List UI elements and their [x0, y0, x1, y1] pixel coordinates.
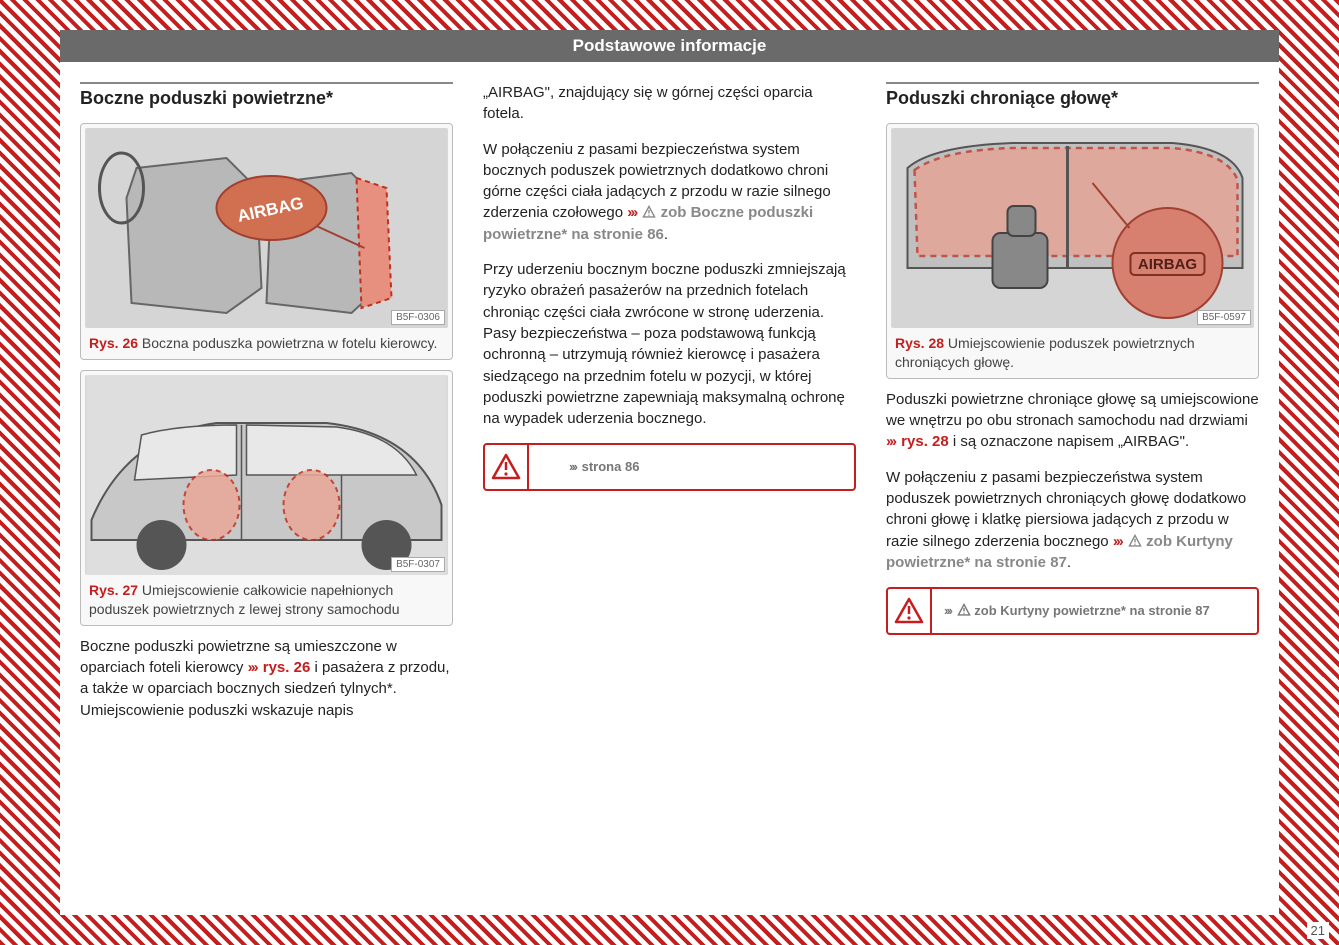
page-content: Podstawowe informacje Boczne poduszki po…	[60, 30, 1279, 915]
columns: Boczne poduszki powietrzne* AIRBAG	[80, 82, 1259, 735]
svg-text:AIRBAG: AIRBAG	[1138, 256, 1197, 273]
arrows-icon: ›››	[248, 659, 257, 676]
warning-triangle-icon	[642, 205, 656, 219]
col3-paragraph-1: Poduszki powietrzne chroniące głowę są u…	[886, 389, 1259, 453]
figure-28-image: AIRBAG B5F-0597	[891, 128, 1254, 328]
section-title-head-airbags: Poduszki chroniące głowę*	[886, 82, 1259, 109]
column-1: Boczne poduszki powietrzne* AIRBAG	[80, 82, 453, 735]
warning-callout-page86: ››› strona 86	[483, 443, 856, 491]
warning-triangle-icon	[957, 603, 971, 617]
figure-27-ref: Rys. 27	[89, 582, 138, 598]
callout-page87-text: zob Kurtyny powietrzne* na stronie 87	[974, 603, 1210, 618]
col3-p1-b: i są oznaczone napisem „AIRBAG".	[953, 433, 1189, 450]
figure-27-code: B5F-0307	[391, 557, 445, 572]
col2-paragraph-3: Przy uderzeniu bocznym boczne poduszki z…	[483, 259, 856, 429]
page-number: 21	[1307, 922, 1329, 939]
page-header: Podstawowe informacje	[60, 30, 1279, 62]
warning-triangle-icon	[894, 597, 924, 625]
arrows-icon: ›››	[569, 459, 576, 474]
arrows-icon: ›››	[886, 433, 895, 450]
column-2: „AIRBAG", znajdujący się w górnej części…	[483, 82, 856, 735]
warning-callout-text: ››› zob Kurtyny powietrzne* na stronie 8…	[932, 595, 1257, 628]
col1-paragraph-1: Boczne poduszki powietrzne są umieszczon…	[80, 636, 453, 721]
figure-27: B5F-0307 Rys. 27 Umiejscowienie całkowic…	[80, 370, 453, 626]
col2-paragraph-1: „AIRBAG", znajdujący się w górnej części…	[483, 82, 856, 125]
column-3: Poduszki chroniące głowę*	[886, 82, 1259, 735]
figure-28: AIRBAG B5F-0597 Rys. 28 Umiejscowienie p…	[886, 123, 1259, 379]
arrows-icon: ›››	[944, 603, 951, 618]
arrows-icon: ›››	[627, 204, 636, 221]
col3-paragraph-2: W połączeniu z pasami bezpieczeństwa sys…	[886, 467, 1259, 573]
figure-28-code: B5F-0597	[1197, 310, 1251, 325]
col2-p2-b: .	[664, 226, 668, 243]
col2-paragraph-2: W połączeniu z pasami bezpieczeństwa sys…	[483, 139, 856, 245]
col3-p1-ref: rys. 28	[901, 433, 949, 450]
warning-callout-page87: ››› zob Kurtyny powietrzne* na stronie 8…	[886, 587, 1259, 635]
col3-p1-a: Poduszki powietrzne chroniące głowę są u…	[886, 391, 1259, 429]
arrows-icon: ›››	[1113, 533, 1122, 550]
figure-26-code: B5F-0306	[391, 310, 445, 325]
figure-27-image: B5F-0307	[85, 375, 448, 575]
figure-26-ref: Rys. 26	[89, 335, 138, 351]
warning-callout-icon	[485, 445, 529, 489]
figure-26-caption-text: Boczna poduszka powietrzna w fotelu kier…	[138, 335, 437, 351]
figure-26-caption: Rys. 26 Boczna poduszka powietrzna w fot…	[85, 328, 448, 355]
callout-page86-text: strona 86	[582, 459, 640, 474]
figure-26: AIRBAG B5F-0306 Rys. 26 Boczna poduszka …	[80, 123, 453, 360]
figure-27-caption: Rys. 27 Umiejscowienie całkowicie napełn…	[85, 575, 448, 621]
warning-callout-text: ››› strona 86	[529, 451, 854, 484]
col1-p1-ref: rys. 26	[263, 659, 311, 676]
warning-triangle-icon	[1128, 534, 1142, 548]
section-title-side-airbags: Boczne poduszki powietrzne*	[80, 82, 453, 109]
warning-callout-icon	[888, 589, 932, 633]
figure-28-caption: Rys. 28 Umiejscowienie poduszek powietrz…	[891, 328, 1254, 374]
col3-p2-b: .	[1067, 554, 1071, 571]
warning-triangle-icon	[491, 453, 521, 481]
figure-28-ref: Rys. 28	[895, 335, 944, 351]
figure-26-image: AIRBAG B5F-0306	[85, 128, 448, 328]
